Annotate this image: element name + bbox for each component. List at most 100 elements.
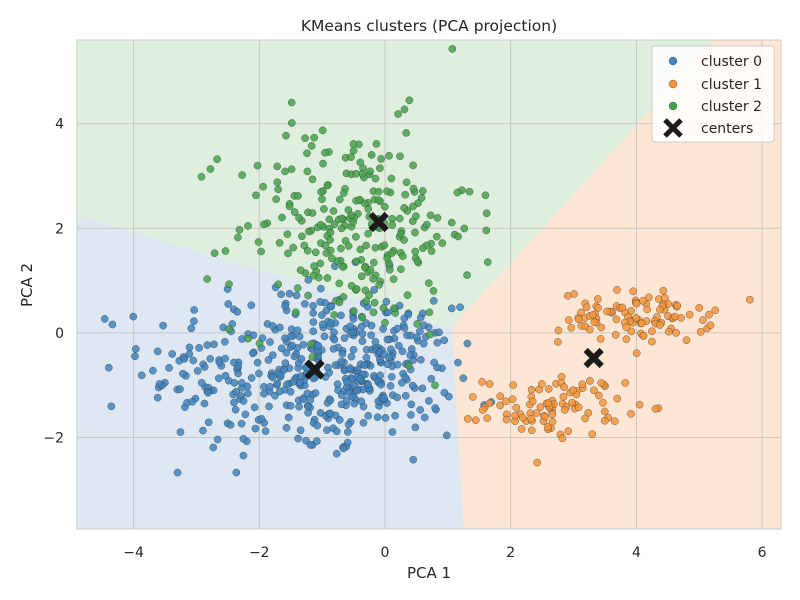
data-point-cluster-1: [564, 427, 572, 435]
data-point-cluster-0: [200, 399, 209, 408]
data-point-cluster-1: [541, 412, 549, 421]
data-point-cluster-1: [632, 349, 641, 357]
data-point-cluster-0: [306, 396, 315, 404]
data-point-cluster-0: [326, 396, 335, 405]
data-point-cluster-2: [290, 208, 299, 216]
data-point-cluster-2: [259, 182, 267, 191]
data-point-cluster-1: [554, 326, 563, 335]
data-point-cluster-0: [173, 468, 182, 477]
data-point-cluster-1: [479, 406, 487, 414]
data-point-cluster-0: [364, 412, 372, 420]
data-point-cluster-0: [276, 323, 284, 332]
data-point-cluster-1: [544, 385, 553, 393]
data-point-cluster-1: [597, 379, 605, 387]
data-point-cluster-1: [622, 335, 631, 343]
data-point-cluster-2: [272, 195, 280, 203]
data-point-cluster-1: [612, 315, 621, 324]
data-point-cluster-2: [413, 320, 421, 328]
data-point-cluster-0: [292, 291, 301, 300]
data-point-cluster-1: [544, 423, 552, 431]
decision-region-2: [77, 40, 715, 328]
data-point-cluster-0: [433, 338, 442, 347]
data-point-cluster-1: [469, 393, 477, 401]
data-point-cluster-2: [369, 308, 378, 317]
data-point-cluster-1: [574, 403, 583, 412]
data-point-cluster-2: [366, 266, 375, 274]
data-point-cluster-1: [627, 410, 635, 418]
data-point-cluster-2: [419, 187, 427, 195]
data-point-cluster-2: [260, 220, 268, 229]
data-point-cluster-1: [673, 301, 682, 310]
data-point-cluster-2: [335, 298, 344, 307]
data-point-cluster-2: [340, 189, 348, 197]
data-point-cluster-0: [337, 400, 346, 409]
data-point-cluster-2: [339, 263, 347, 271]
data-point-cluster-0: [340, 334, 349, 342]
data-point-cluster-1: [533, 458, 541, 467]
data-point-cluster-2: [360, 199, 369, 208]
data-point-cluster-1: [648, 327, 656, 336]
data-point-cluster-1: [601, 407, 609, 416]
data-point-cluster-1: [538, 380, 546, 388]
data-point-cluster-0: [337, 311, 345, 320]
data-point-cluster-0: [241, 410, 250, 419]
data-point-cluster-2: [303, 167, 312, 176]
data-point-cluster-2: [460, 224, 469, 233]
data-point-cluster-0: [137, 371, 146, 380]
data-point-cluster-0: [200, 363, 209, 371]
data-point-cluster-1: [699, 316, 707, 324]
data-point-cluster-2: [305, 227, 313, 236]
data-point-cluster-2: [273, 162, 281, 171]
data-point-cluster-2: [423, 220, 431, 229]
y-axis-ticks: −2 0 2 4: [43, 117, 64, 447]
data-point-cluster-1: [502, 397, 510, 406]
data-point-cluster-0: [356, 375, 365, 383]
data-point-cluster-2: [303, 246, 312, 255]
data-point-cluster-0: [346, 322, 355, 331]
data-point-cluster-2: [326, 228, 335, 237]
data-point-cluster-2: [370, 258, 378, 267]
data-point-cluster-1: [590, 318, 599, 326]
data-point-cluster-0: [265, 402, 273, 411]
data-point-cluster-1: [586, 377, 594, 385]
data-point-cluster-0: [425, 397, 433, 405]
data-point-cluster-1: [706, 321, 715, 330]
data-point-cluster-1: [532, 409, 541, 417]
data-point-cluster-2: [352, 257, 361, 266]
data-point-cluster-1: [613, 286, 621, 294]
data-point-cluster-0: [313, 421, 322, 430]
data-point-cluster-0: [387, 373, 396, 381]
data-point-cluster-0: [288, 341, 296, 350]
data-point-cluster-0: [364, 380, 372, 389]
data-point-cluster-0: [331, 361, 340, 369]
data-point-cluster-0: [176, 385, 184, 393]
data-point-cluster-2: [427, 247, 436, 255]
data-point-cluster-0: [401, 373, 410, 382]
data-point-cluster-2: [326, 236, 334, 244]
data-point-cluster-1: [696, 328, 705, 336]
x-tick-label: 2: [506, 545, 515, 561]
data-point-cluster-0: [283, 380, 291, 389]
data-point-cluster-0: [176, 428, 185, 436]
data-point-cluster-2: [401, 190, 409, 199]
data-point-cluster-0: [213, 435, 222, 444]
data-point-cluster-0: [284, 413, 293, 422]
data-point-cluster-0: [238, 379, 246, 387]
data-point-cluster-0: [416, 327, 424, 336]
data-point-cluster-0: [290, 352, 299, 361]
data-point-cluster-0: [357, 397, 366, 406]
data-point-cluster-0: [199, 426, 207, 435]
data-point-cluster-1: [618, 303, 627, 312]
data-point-cluster-1: [672, 329, 680, 337]
data-point-cluster-2: [431, 381, 439, 390]
data-point-cluster-1: [485, 380, 494, 388]
data-point-cluster-2: [413, 257, 422, 265]
data-point-cluster-0: [261, 427, 270, 435]
data-point-cluster-2: [323, 274, 332, 282]
data-point-cluster-0: [400, 324, 409, 332]
data-point-cluster-1: [565, 316, 573, 324]
data-point-cluster-2: [295, 213, 303, 222]
legend-label-cluster-1: cluster 1: [701, 77, 762, 93]
data-point-cluster-1: [472, 416, 480, 424]
data-point-cluster-0: [443, 431, 451, 440]
